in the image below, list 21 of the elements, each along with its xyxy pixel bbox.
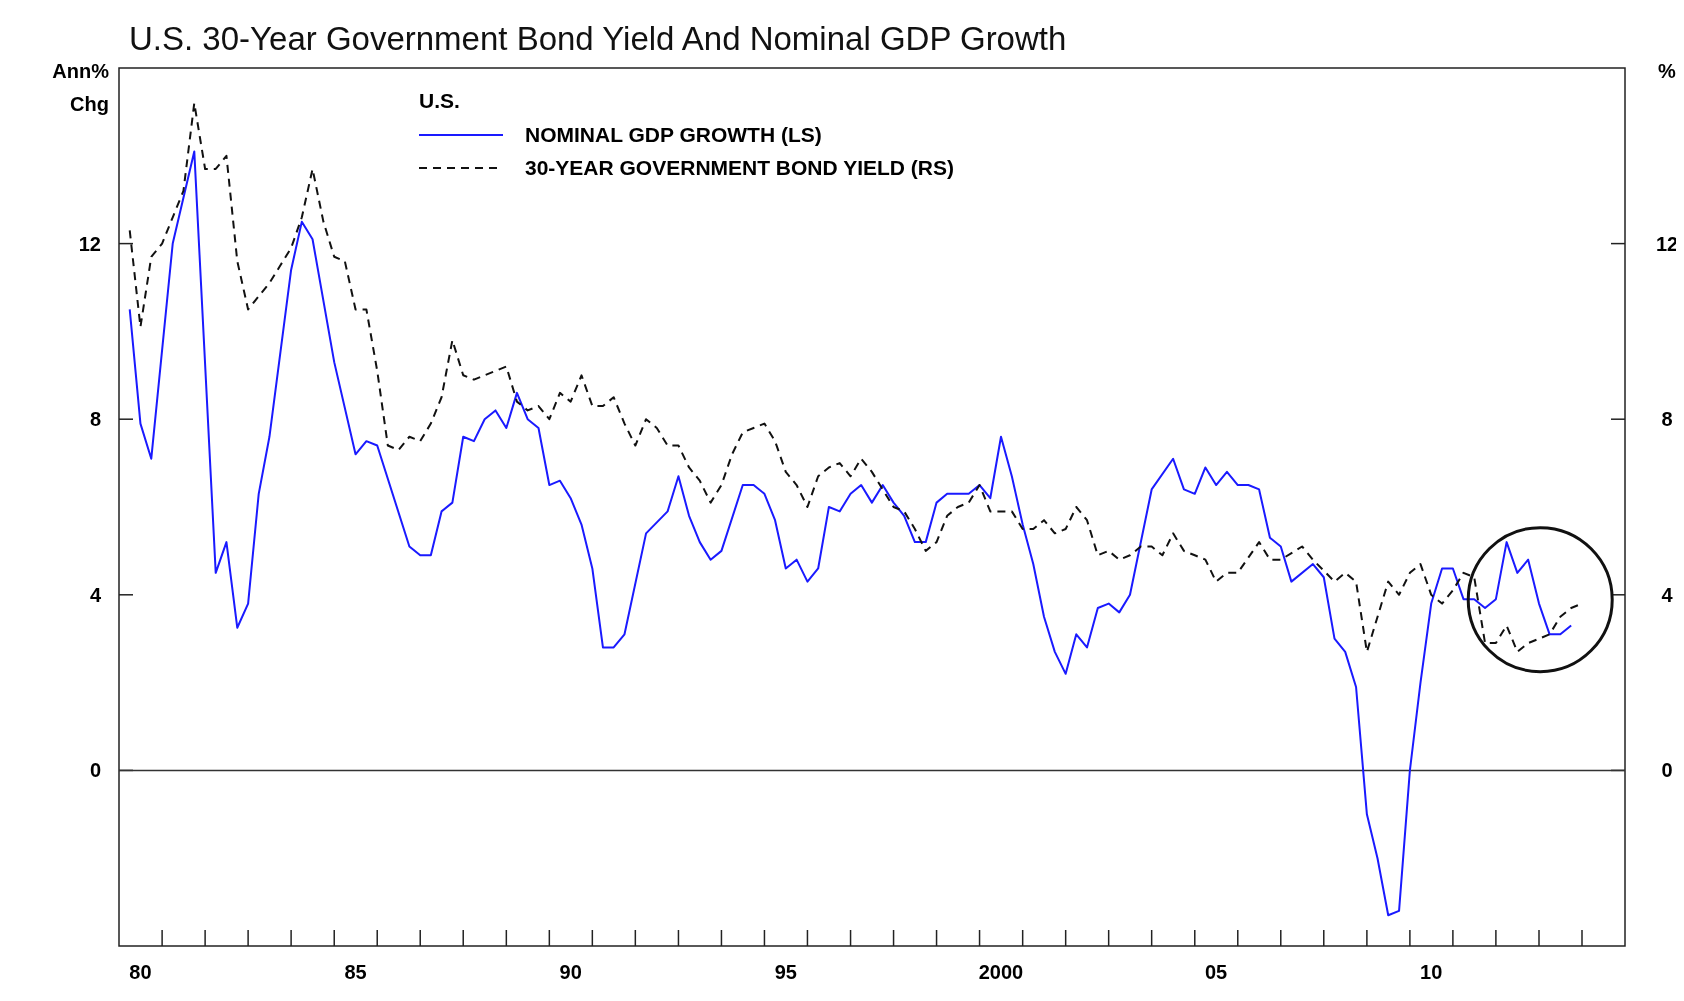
- legend-title: U.S.: [419, 89, 460, 112]
- x-tick-label: 85: [344, 961, 367, 983]
- y-tick-label: 8: [89, 408, 101, 431]
- x-tick-label: 10: [1420, 961, 1443, 983]
- chart-title: U.S. 30-Year Government Bond Yield And Nominal GDP Growth: [129, 20, 1067, 57]
- y-axis-title: Ann% Chg: [52, 60, 110, 115]
- y2-tick-label: 8: [1661, 408, 1673, 431]
- y-tick-label: 12: [78, 232, 101, 255]
- line-series: [128, 150, 1573, 917]
- y2-tick-label: 4: [1661, 583, 1674, 606]
- x-tick-label: 95: [774, 961, 797, 983]
- x-tick-label: 05: [1204, 961, 1228, 983]
- y-tick-label: 4: [89, 583, 102, 606]
- legend-label: NOMINAL GDP GROWTH (LS): [525, 123, 822, 146]
- legend-label: 30-YEAR GOVERNMENT BOND YIELD (RS): [525, 156, 954, 179]
- x-tick-label: 80: [129, 961, 152, 983]
- y2-tick-label: 0: [1661, 759, 1673, 782]
- y-tick-label: 0: [89, 759, 101, 782]
- x-tick-label: 90: [559, 961, 582, 983]
- x-tick-label: 2000: [978, 961, 1024, 983]
- y2-axis-title: %: [1658, 60, 1677, 82]
